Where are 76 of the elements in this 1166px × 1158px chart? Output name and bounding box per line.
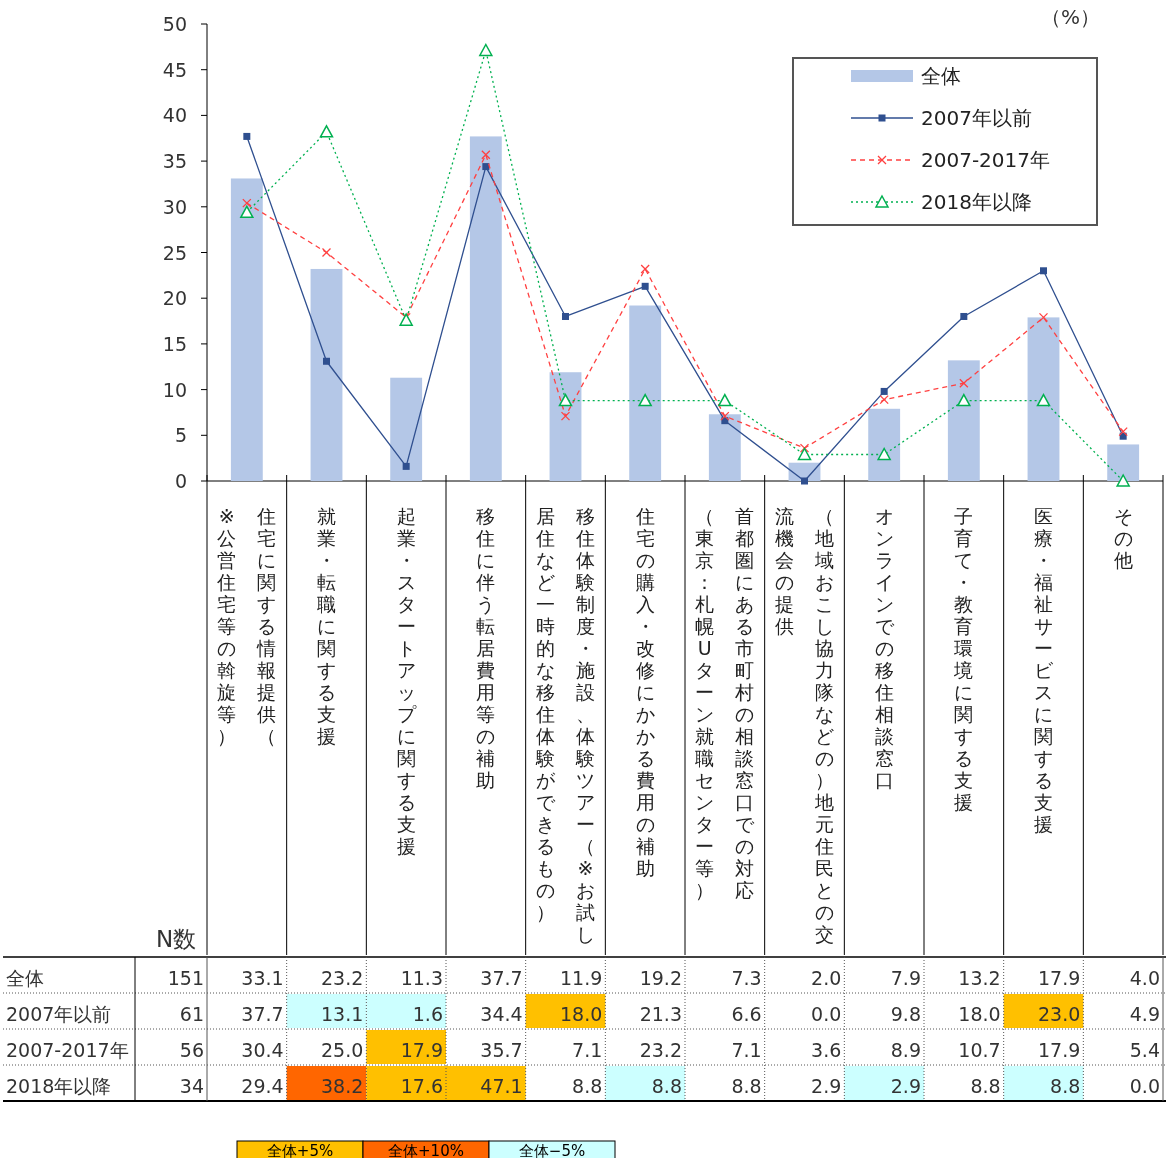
- y-tick-label: 25: [162, 241, 187, 264]
- data-label: 5.4: [1129, 1039, 1160, 1061]
- data-label: 17.9: [400, 1039, 443, 1061]
- y-tick-label: 50: [162, 13, 187, 35]
- data-label: 9.8: [890, 1003, 921, 1025]
- data-label: 17.9: [1038, 1039, 1081, 1061]
- text: 2007-2017年: [6, 1039, 129, 1061]
- text: 全体−5%: [518, 1142, 586, 1158]
- data-label: 19.2: [639, 967, 682, 989]
- y-tick-label: 40: [162, 104, 187, 127]
- data-label: 35.7: [480, 1039, 523, 1061]
- data-label: 17.9: [1038, 967, 1081, 989]
- y-axis-title: （%）: [1040, 5, 1100, 29]
- text: 2018年以降: [6, 1075, 112, 1097]
- data-label: 29.4: [241, 1075, 284, 1097]
- data-label: 37.7: [480, 967, 523, 989]
- data-label: 18.0: [560, 1003, 603, 1025]
- data-label: 11.3: [400, 967, 443, 989]
- data-label: 38.2: [321, 1075, 364, 1097]
- data-label: 2.0: [811, 967, 842, 989]
- legend-label: 2018年以降: [921, 190, 1032, 214]
- data-label: 25.0: [321, 1039, 364, 1061]
- data-label: 10.7: [958, 1039, 1001, 1061]
- data-label: 13.1: [321, 1003, 364, 1025]
- text: 151: [167, 967, 204, 989]
- y-tick-label: 35: [162, 150, 187, 173]
- y-tick-label: 15: [162, 332, 187, 355]
- text: N数: [155, 926, 197, 952]
- data-label: 7.3: [731, 967, 762, 989]
- data-label: 21.3: [639, 1003, 682, 1025]
- text: 全体+10%: [388, 1142, 464, 1158]
- data-label: 47.1: [480, 1075, 523, 1097]
- data-label: 23.2: [321, 967, 364, 989]
- data-label: 6.6: [731, 1003, 762, 1025]
- y-tick-label: 20: [162, 287, 187, 310]
- data-label: 13.2: [958, 967, 1001, 989]
- data-label: 30.4: [241, 1039, 284, 1061]
- y-tick-label: 30: [162, 195, 187, 218]
- y-tick-label: 45: [162, 58, 187, 81]
- data-label: 8.8: [970, 1075, 1001, 1097]
- data-label: 7.1: [572, 1039, 603, 1061]
- data-label: 8.8: [1050, 1075, 1081, 1097]
- y-tick-label: 10: [162, 378, 187, 401]
- data-label: 0.0: [1129, 1075, 1160, 1097]
- data-label: 18.0: [958, 1003, 1001, 1025]
- data-label: 7.1: [731, 1039, 762, 1061]
- legend-label: 全体: [921, 64, 961, 88]
- data-label: 3.6: [811, 1039, 842, 1061]
- legend-label: 2007-2017年: [921, 148, 1051, 172]
- y-tick-label: 0: [174, 470, 187, 492]
- y-tick-label: 5: [174, 424, 187, 447]
- data-label: 4.9: [1129, 1003, 1160, 1025]
- data-label: 33.1: [241, 967, 284, 989]
- data-label: 8.8: [651, 1075, 682, 1097]
- data-label: 11.9: [560, 967, 603, 989]
- data-label: 1.6: [412, 1003, 443, 1025]
- data-label: 4.0: [1129, 967, 1160, 989]
- data-label: 34.4: [480, 1003, 523, 1025]
- data-label: 17.6: [400, 1075, 443, 1097]
- data-label: 2.9: [890, 1075, 921, 1097]
- data-label: 8.8: [731, 1075, 762, 1097]
- text: 56: [179, 1039, 204, 1061]
- data-label: 23.0: [1038, 1003, 1081, 1025]
- data-label: 23.2: [639, 1039, 682, 1061]
- data-label: 2.9: [811, 1075, 842, 1097]
- text: 2007年以前: [6, 1003, 112, 1025]
- legend-label: 2007年以前: [921, 106, 1032, 130]
- data-label: 7.9: [890, 967, 921, 989]
- data-label: 0.0: [811, 1003, 842, 1025]
- data-label: 37.7: [241, 1003, 284, 1025]
- data-label: 8.9: [890, 1039, 921, 1061]
- text: 全体+5%: [266, 1142, 334, 1158]
- text: 全体: [6, 967, 44, 989]
- text: 34: [179, 1075, 204, 1097]
- text: 61: [179, 1003, 204, 1025]
- data-label: 8.8: [572, 1075, 603, 1097]
